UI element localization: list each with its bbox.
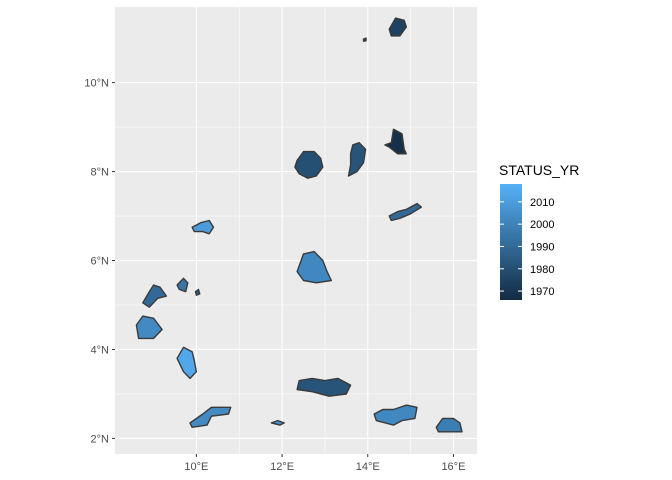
- grid-lines: [115, 7, 477, 454]
- y-axis: 2°N 4°N 6°N 8°N 10°N: [84, 78, 115, 445]
- protected-area-area-17: [373, 404, 418, 426]
- protected-area-area-03: [384, 128, 407, 155]
- protected-area-area-15: [189, 406, 232, 428]
- protected-area-area-12: [135, 315, 163, 340]
- legend: STATUS_YR 2010 2000 1990 1980 1970: [499, 162, 579, 300]
- protected-area-area-08: [296, 250, 332, 284]
- panel-background: [115, 7, 477, 454]
- legend-label: 1990: [530, 241, 554, 253]
- y-tick-label: 6°N: [91, 256, 110, 268]
- protected-area-area-06: [388, 202, 422, 222]
- x-tick-label: 10°E: [184, 461, 208, 473]
- y-tick-label: 10°N: [84, 78, 109, 90]
- protected-area-area-13: [176, 346, 198, 380]
- protected-area-area-18: [435, 417, 463, 433]
- x-tick-label: 14°E: [356, 461, 380, 473]
- protected-area-area-09: [142, 284, 168, 308]
- protected-area-area-11: [194, 288, 201, 296]
- legend-ticks: 2010 2000 1990 1980 1970: [500, 197, 554, 298]
- protected-area-area-07: [191, 219, 215, 235]
- protected-area-area-04: [294, 150, 324, 179]
- y-tick-label: 2°N: [91, 433, 110, 445]
- legend-label: 2000: [530, 219, 554, 231]
- protected-areas-layer: [135, 17, 463, 433]
- protected-area-area-05: [347, 141, 367, 177]
- protected-area-area-10: [176, 277, 189, 293]
- x-tick-label: 16°E: [441, 461, 465, 473]
- legend-label: 1970: [530, 286, 554, 298]
- protected-area-area-16: [270, 419, 285, 426]
- protected-area-area-01: [388, 17, 407, 37]
- x-axis: 10°E 12°E 14°E 16°E: [184, 454, 465, 473]
- legend-label: 2010: [530, 197, 554, 209]
- y-tick-label: 4°N: [91, 344, 110, 356]
- protected-area-area-14: [296, 377, 352, 397]
- legend-colorbar: [500, 184, 522, 300]
- y-tick-label: 8°N: [91, 167, 110, 179]
- protected-area-area-02: [362, 37, 367, 42]
- x-tick-label: 12°E: [270, 461, 294, 473]
- legend-label: 1980: [530, 264, 554, 276]
- legend-title: STATUS_YR: [499, 162, 579, 178]
